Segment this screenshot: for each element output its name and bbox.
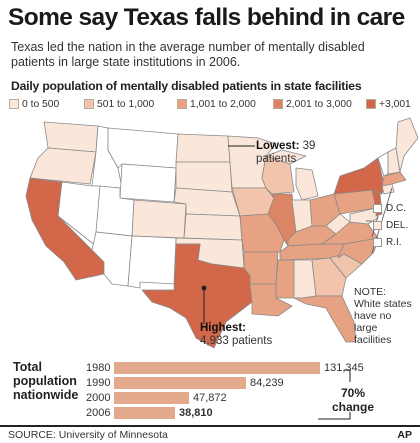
note: NOTE: White states have no large facilit… <box>354 286 414 346</box>
legend-swatch-3001-plus <box>366 99 376 109</box>
bar-row-1990: 1990 84,239 <box>86 376 284 389</box>
bar-1990 <box>114 376 246 389</box>
state-michigan-upper <box>265 149 307 165</box>
legend-label-1001-2000: 1,001 to 2,000 <box>190 98 256 110</box>
small-state-del: DEL. <box>373 220 408 231</box>
legend-swatch-0-500 <box>9 99 19 109</box>
state-michigan <box>295 167 319 201</box>
change-value: 70% <box>340 386 366 400</box>
bar-value-1990: 84,239 <box>250 376 284 389</box>
small-state-label-dc: D.C. <box>386 203 406 214</box>
bar-category-2006: 2006 <box>86 406 111 419</box>
change-annotation: 70% change <box>332 386 374 414</box>
map-title: Daily population of mentally disabled pa… <box>11 79 362 93</box>
highest-label: Highest: <box>200 322 246 334</box>
highest-value: 4,933 patients <box>200 335 273 347</box>
note-title: NOTE: <box>354 286 387 298</box>
legend-item-2001-3000: 2,001 to 3,000 <box>273 97 352 111</box>
lowest-label: Lowest: <box>256 140 300 152</box>
highest-dot <box>201 285 207 291</box>
small-state-label-ri: R.I. <box>386 237 402 248</box>
state-oregon <box>29 147 97 185</box>
state-texas <box>141 243 253 349</box>
bar-category-2000: 2000 <box>86 391 111 404</box>
bar-row-2000: 2000 47,872 <box>86 391 227 404</box>
bar-2000 <box>114 391 189 404</box>
state-maine <box>395 117 419 173</box>
us-map <box>25 117 419 349</box>
small-state-swatch-ri <box>373 238 382 247</box>
legend-label-2001-3000: 2,001 to 3,000 <box>286 98 352 110</box>
source: SOURCE: University of Minnesota <box>8 429 168 441</box>
bar-1980 <box>114 361 320 374</box>
footer-rule <box>0 425 420 427</box>
state-new-york <box>333 157 385 195</box>
small-state-ri: R.I. <box>373 237 402 248</box>
lowest-callout: Lowest: 39 patients <box>256 140 315 166</box>
subhead: Texas led the nation in the average numb… <box>11 40 365 69</box>
small-state-swatch-del <box>373 221 382 230</box>
bar-value-2006: 38,810 <box>179 406 213 419</box>
state-mississippi <box>275 259 295 299</box>
bar-2006 <box>114 406 175 419</box>
bar-row-2006: 2006 38,810 <box>86 406 213 419</box>
legend-label-0-500: 0 to 500 <box>22 98 60 110</box>
bar-row-1980: 1980 131,345 <box>86 361 364 374</box>
totals-label: Total population nationwide <box>13 360 79 402</box>
legend-swatch-1001-2000 <box>177 99 187 109</box>
highest-callout: Highest: 4,933 patients <box>200 322 272 348</box>
credit: AP <box>397 429 412 441</box>
legend-swatch-2001-3000 <box>273 99 283 109</box>
lowest-unit: patients <box>256 153 297 165</box>
legend-item-501-1000: 501 to 1,000 <box>84 97 154 111</box>
note-text: White states have no large facilities <box>354 298 412 346</box>
small-state-label-del: DEL. <box>386 220 409 231</box>
headline: Some say Texas falls behind in care <box>8 4 405 31</box>
legend-item-3001-plus: +3,001 <box>366 97 411 111</box>
bar-category-1980: 1980 <box>86 361 111 374</box>
legend-label-501-1000: 501 to 1,000 <box>97 98 155 110</box>
change-label: change <box>332 400 375 414</box>
lowest-value: 39 <box>302 140 316 152</box>
small-state-dc: D.C. <box>373 203 406 214</box>
bar-category-1990: 1990 <box>86 376 111 389</box>
small-state-swatch-dc <box>373 204 382 213</box>
bar-value-2000: 47,872 <box>193 391 227 404</box>
legend: 0 to 500 501 to 1,000 1,001 to 2,000 2,0… <box>9 97 419 111</box>
bar-value-1980: 131,345 <box>324 361 364 374</box>
legend-swatch-501-1000 <box>84 99 94 109</box>
state-florida <box>293 295 357 343</box>
legend-item-0-500: 0 to 500 <box>9 97 59 111</box>
legend-label-3001-plus: +3,001 <box>379 98 411 110</box>
legend-item-1001-2000: 1,001 to 2,000 <box>177 97 256 111</box>
